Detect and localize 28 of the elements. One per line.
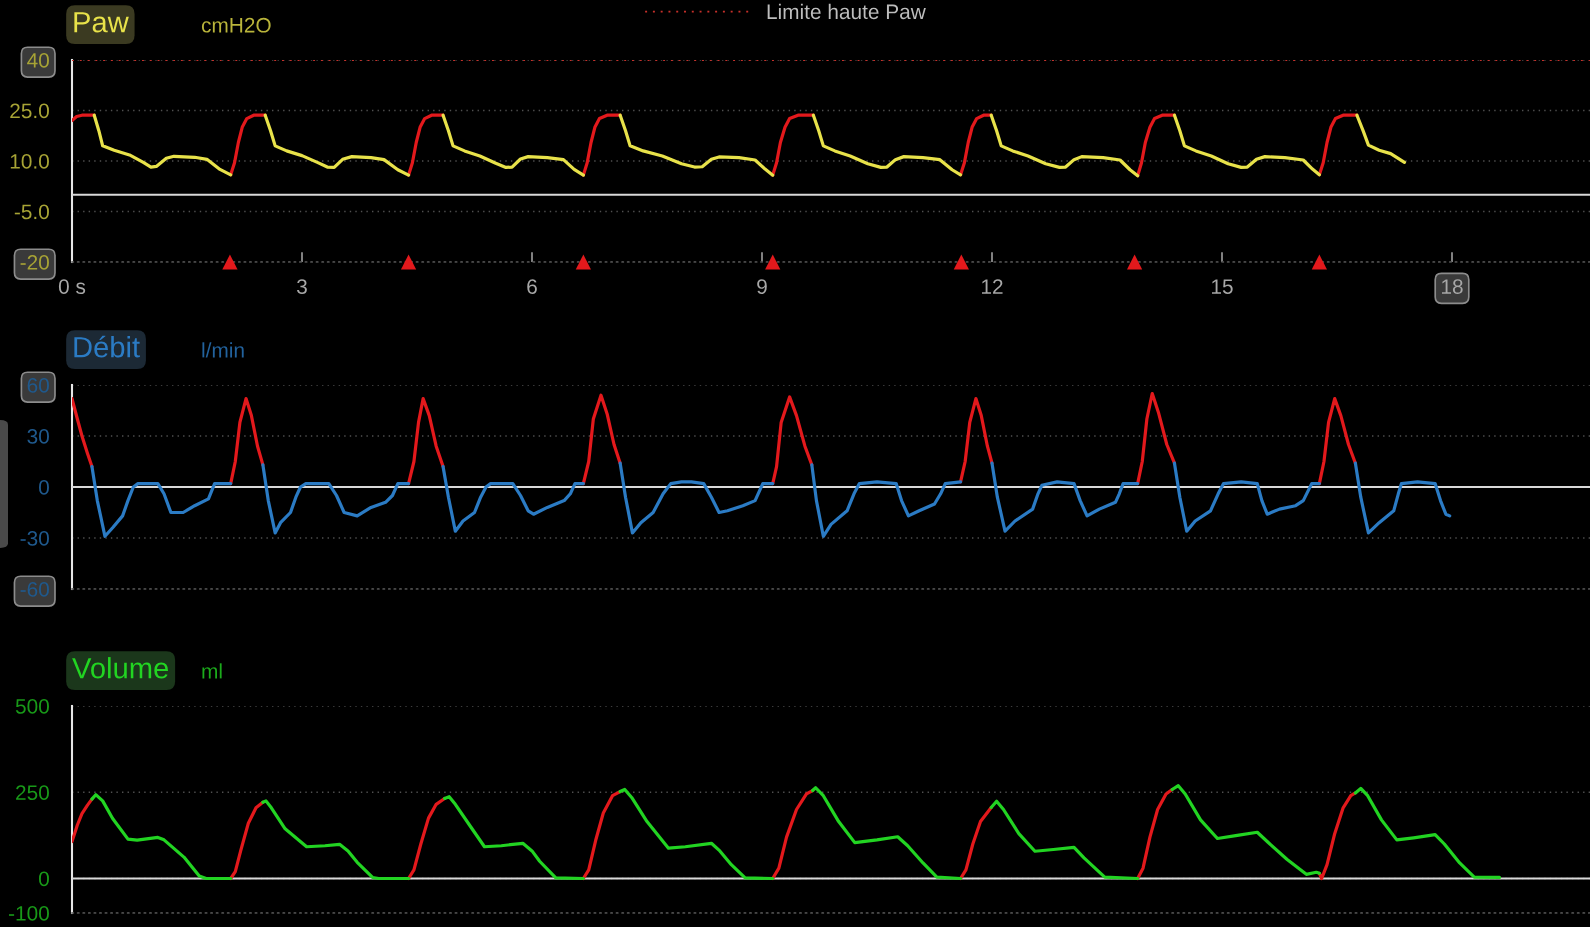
y-tick-label: -60 <box>20 582 49 597</box>
y-axis-title: cmH2O <box>201 17 271 33</box>
y-tick-label: 0 <box>39 871 49 887</box>
chart-title: Volume <box>72 657 168 679</box>
y-tick-label: -5.0 <box>14 204 49 220</box>
y-tick-label: 25.0 <box>10 103 49 119</box>
y-tick-label: 250 <box>16 785 49 800</box>
x-tick-label: 12 <box>982 279 1003 294</box>
y-tick-label: 500 <box>15 699 49 714</box>
y-tick-label: -20 <box>20 255 49 270</box>
chart-title: Débit <box>74 335 140 358</box>
x-tick-label: 0 s <box>58 279 86 294</box>
y-axis-title: l/min <box>202 342 244 358</box>
y-tick-label: 30 <box>27 429 49 444</box>
x-tick-label: 15 <box>1212 279 1233 294</box>
y-tick-label: -100 <box>9 906 49 921</box>
y-tick-label: -30 <box>20 531 49 546</box>
y-tick-label: 0 <box>39 480 49 495</box>
chart-title: Paw <box>74 12 129 33</box>
x-tick-label: 18 <box>1442 279 1463 294</box>
x-tick-label: 6 <box>527 279 537 294</box>
y-axis-title: ml <box>202 663 222 679</box>
x-tick-label: 3 <box>297 279 307 294</box>
y-tick-label: 10.0 <box>10 154 49 169</box>
x-tick-label: 9 <box>757 279 767 294</box>
y-tick-label: 60 <box>27 378 49 393</box>
y-tick-label: 40 <box>27 53 49 68</box>
ref-line-label: Limite haute Paw <box>767 3 926 20</box>
